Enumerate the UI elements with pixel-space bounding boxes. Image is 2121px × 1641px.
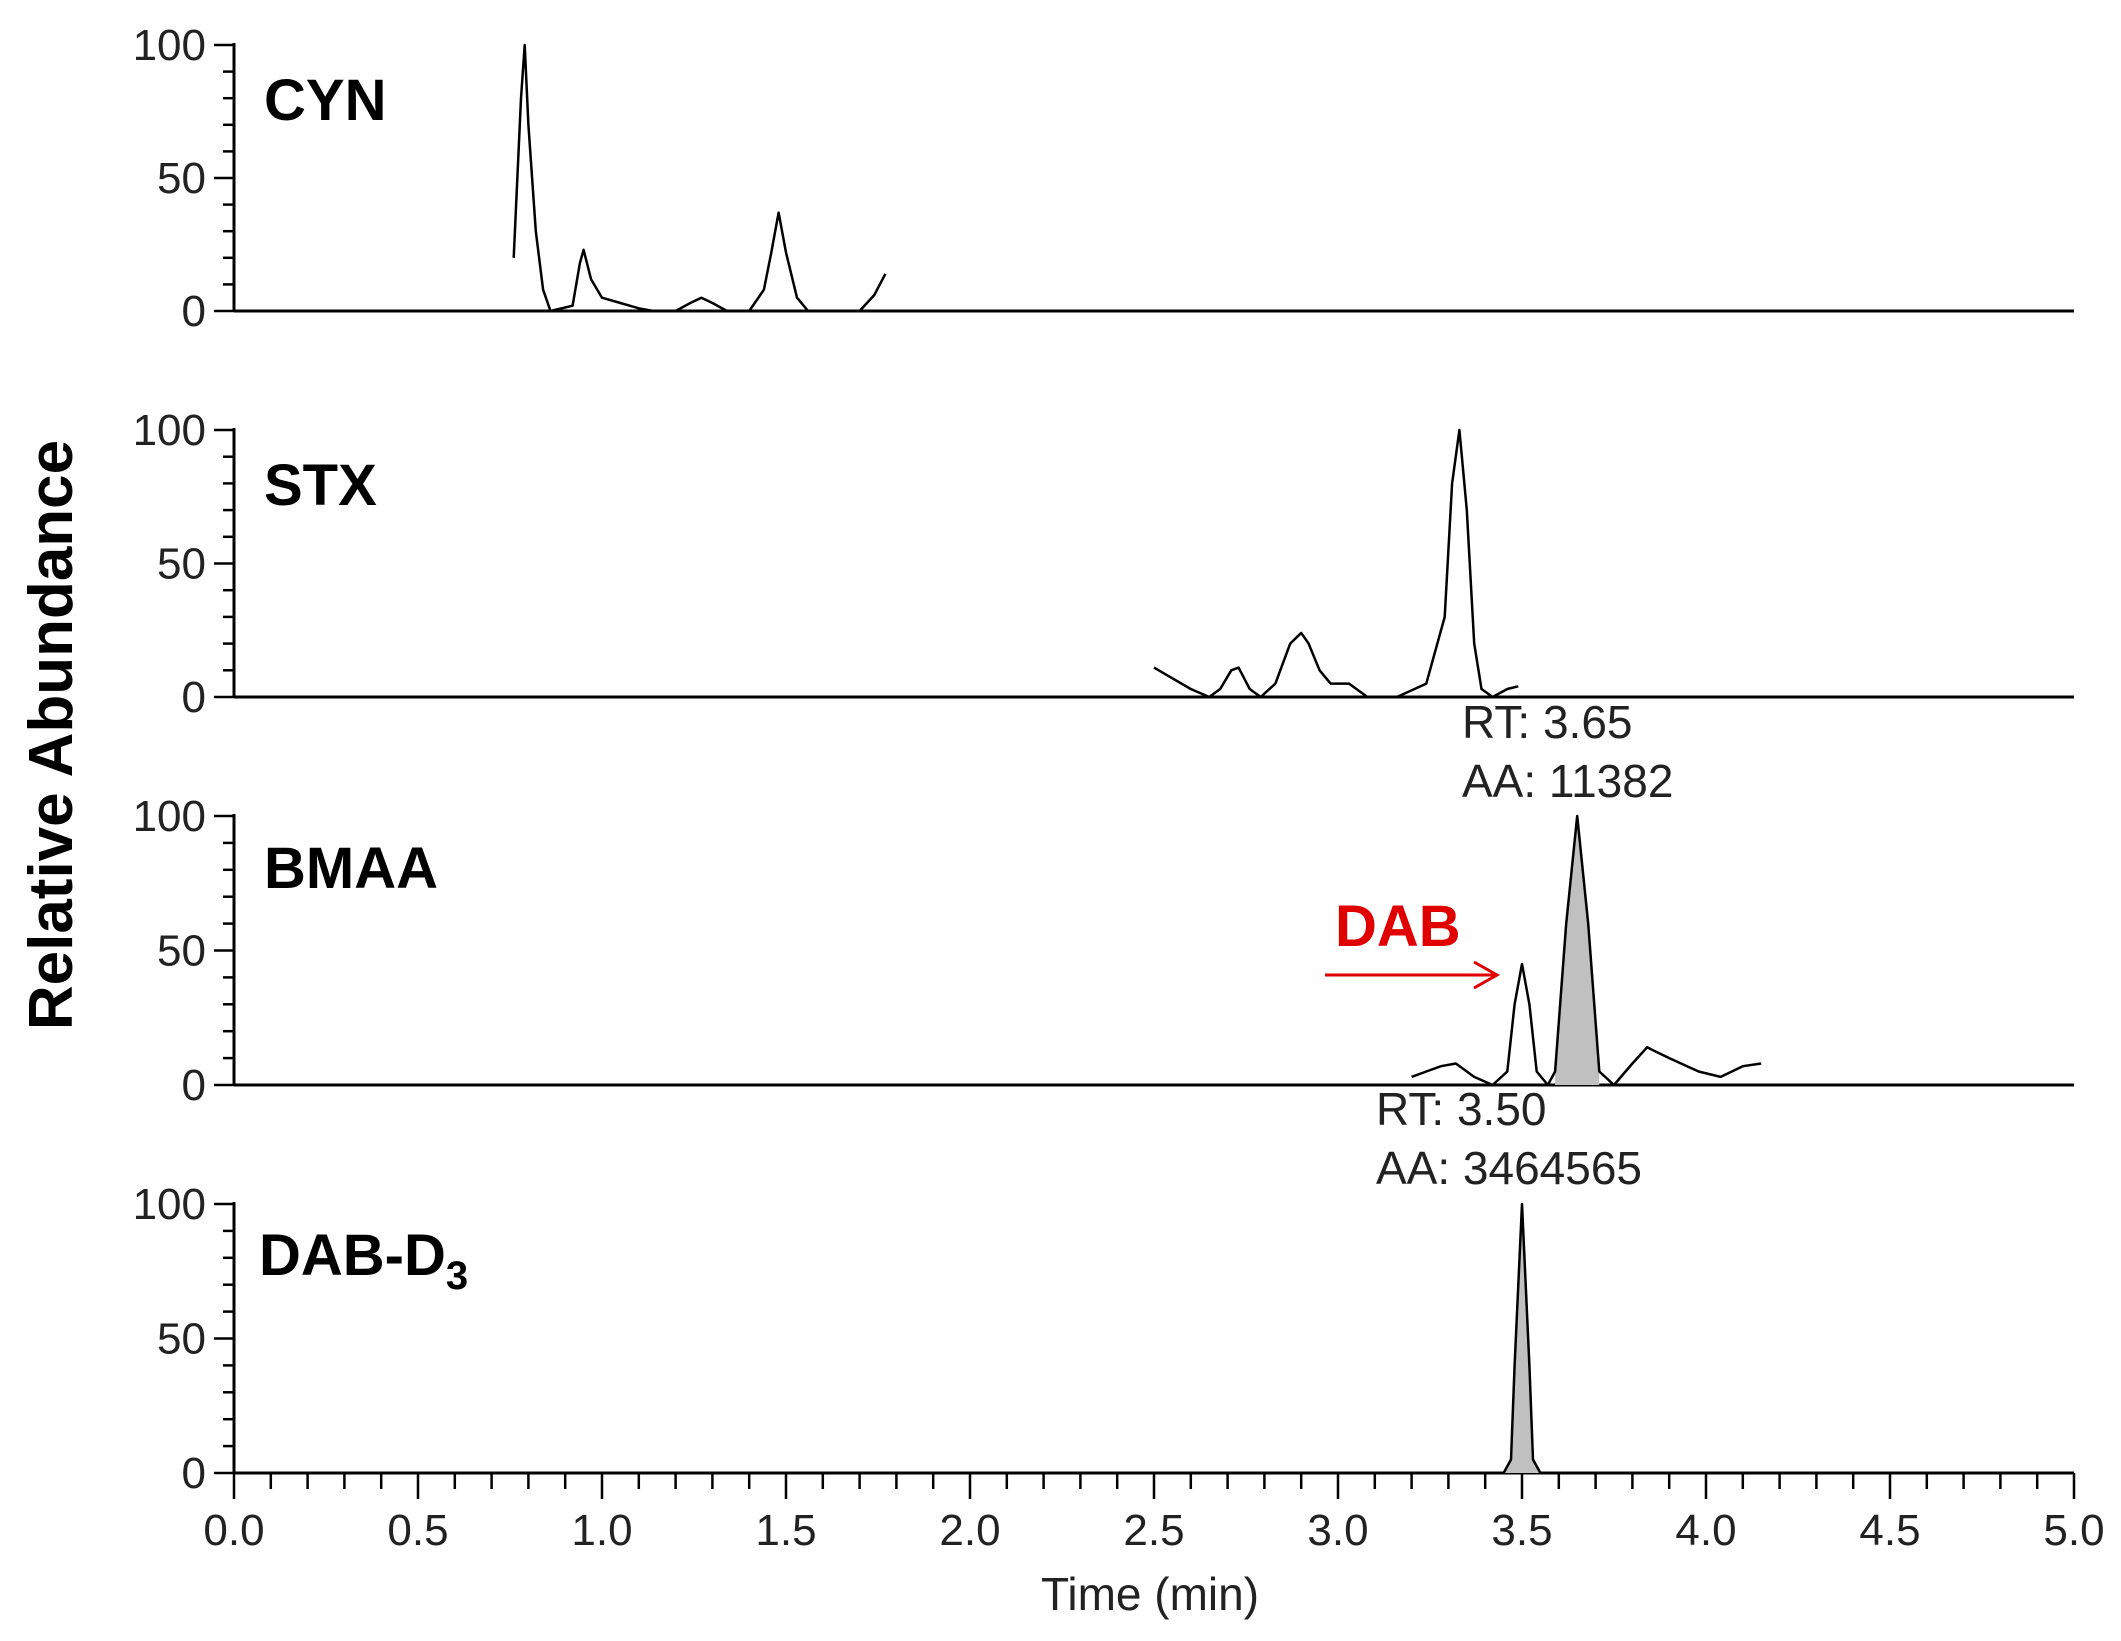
panel-label-cyn: CYN: [264, 68, 386, 133]
y-tick-label-bmaa: 0: [182, 1061, 206, 1110]
dab-d3-rt-annotation: RT: 3.50: [1376, 1083, 1546, 1135]
panel-label-stx: STX: [264, 453, 377, 518]
y-tick-label-stx: 50: [157, 540, 206, 589]
y-tick-label-stx: 100: [133, 406, 206, 455]
x-tick-label: 5.0: [2043, 1506, 2104, 1555]
bmaa-rt-annotation: RT: 3.65: [1462, 696, 1632, 748]
trace-cyn: [512, 43, 887, 313]
trace-dab-d: [1502, 1202, 1542, 1474]
y-tick-label-bmaa: 50: [157, 927, 206, 976]
panel-label-bmaa: BMAA: [264, 836, 438, 901]
x-tick-label: 0.0: [203, 1506, 264, 1555]
trace-stx: [1153, 428, 1519, 699]
plot-layer: 0 50 100 0 50 100 0 50 100 0 50 100 0.0 0.5 1.0 1.5 2.0 2…: [133, 21, 2105, 1555]
x-tick-label: 3.5: [1491, 1506, 1552, 1555]
x-axis-label: Time (min): [1041, 1568, 1259, 1620]
x-tick-label: 1.0: [571, 1506, 632, 1555]
x-tick-label: 2.5: [1123, 1506, 1184, 1555]
x-tick-label: 4.0: [1675, 1506, 1736, 1555]
y-tick-label-cyn: 0: [182, 287, 206, 336]
dab-arrow-head: [1473, 960, 1501, 990]
y-tick-label-cyn: 100: [133, 21, 206, 70]
trace-bmaa: [1411, 814, 1762, 1087]
y-tick-label-stx: 0: [182, 673, 206, 722]
dab-d3-aa-annotation: AA: 3464565: [1376, 1142, 1642, 1194]
y-tick-label-bmaa: 100: [133, 792, 206, 841]
panel-label-dab-d3-subscript: 3: [446, 1254, 468, 1298]
dab-annotation-label: DAB: [1335, 894, 1461, 959]
x-tick-label: 2.0: [939, 1506, 1000, 1555]
y-tick-label-dab-d: 50: [157, 1315, 206, 1364]
x-tick-label: 1.5: [755, 1506, 816, 1555]
panel-label-dab-d3: DAB-D3: [259, 1223, 468, 1298]
x-tick-label: 4.5: [1859, 1506, 1920, 1555]
panel-label-dab-d3-main: DAB-D: [259, 1223, 446, 1288]
y-tick-label-cyn: 50: [157, 154, 206, 203]
y-axis-label: Relative Abundance: [17, 440, 86, 1030]
bmaa-aa-annotation: AA: 11382: [1462, 755, 1673, 807]
x-tick-label: 3.0: [1307, 1506, 1368, 1555]
y-tick-label-dab-d: 0: [182, 1449, 206, 1498]
filled-peak-bmaa: [1555, 816, 1600, 1085]
y-tick-label-dab-d: 100: [133, 1180, 206, 1229]
x-tick-label: 0.5: [387, 1506, 448, 1555]
filled-peak-dab-d: [1503, 1204, 1541, 1473]
